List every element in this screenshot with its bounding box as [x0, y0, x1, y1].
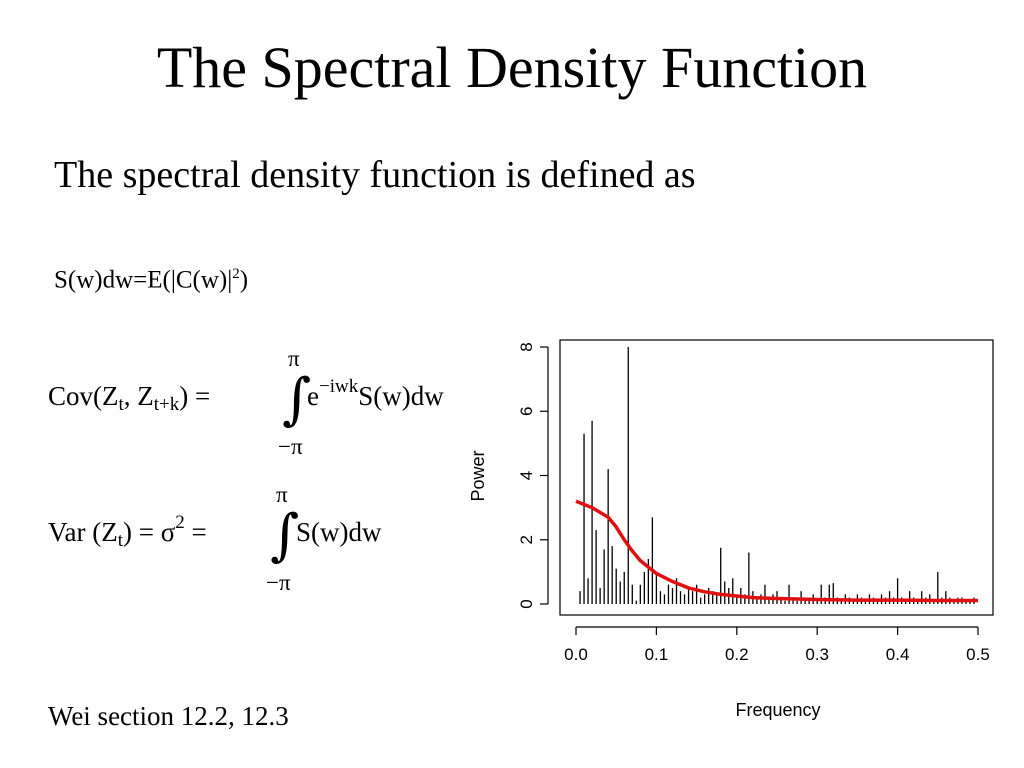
reference-text: Wei section 12.2, 12.3 [48, 701, 289, 731]
cov-exponent: −iwk [318, 376, 359, 397]
cov-lower-limit: −π [278, 434, 303, 459]
x-tick-label: 0.0 [564, 645, 588, 664]
definition-formula: S(w)dw=E(|C(w)|2) [54, 258, 248, 296]
cov-tail: S(w)dw [358, 381, 444, 411]
cov-upper-limit: π [288, 346, 300, 371]
smoothed-spectrum-line [575, 499, 978, 603]
x-tick-label: 0.5 [966, 645, 990, 664]
var-sigma: ) = σ [123, 517, 176, 547]
cov-equals: ) = [179, 381, 211, 411]
intro-text: The spectral density function is defined… [54, 154, 696, 196]
y-tick-label: 4 [517, 471, 536, 480]
x-axis-label: Frequency [735, 700, 820, 720]
cov-separator: , Z [123, 381, 154, 411]
var-lhs: Var (Zt) = σ2 = [48, 512, 207, 552]
var-upper-limit: π [276, 482, 288, 507]
y-tick-label: 0 [517, 599, 536, 608]
plot-frame [559, 339, 994, 616]
chart-axes: 0.0 0.1 0.2 0.3 0.4 0.5 0 2 4 6 8 [517, 339, 994, 664]
var-lower-limit: −π [266, 570, 291, 595]
y-tick-label: 8 [517, 342, 536, 351]
x-tick-label: 0.3 [805, 645, 829, 664]
definition-exponent: 2 [232, 266, 240, 282]
cov-lhs-text: Cov(Z [48, 381, 119, 411]
cov-sub-tk: t+k [153, 394, 180, 415]
periodogram-chart: 0.0 0.1 0.2 0.3 0.4 0.5 0 2 4 6 8 Frequency Power [468, 339, 994, 720]
cov-integrand: e−iwkS(w)dw [307, 376, 444, 416]
var-sub-t: t [117, 530, 123, 551]
var-tail: S(w)dw [296, 517, 382, 547]
y-axis-label: Power [468, 450, 488, 501]
y-tick-label: 2 [517, 535, 536, 544]
y-tick-label: 6 [517, 407, 536, 416]
cov-exp-base: e [307, 381, 319, 411]
spike-series [579, 347, 975, 604]
var-lhs-text: Var (Z [48, 517, 118, 547]
x-tick-label: 0.1 [645, 645, 669, 664]
var-equals: = [184, 517, 207, 547]
var-integral-icon: ∫ [270, 503, 300, 568]
definition-close: ) [239, 266, 249, 294]
definition-text: S(w)dw=E(|C(w)| [54, 266, 233, 294]
cov-lhs: Cov(Zt, Zt+k) = [48, 380, 210, 416]
x-tick-label: 0.2 [725, 645, 749, 664]
x-tick-label: 0.4 [886, 645, 910, 664]
cov-integral-icon: ∫ [282, 367, 312, 432]
cov-sub-t: t [118, 394, 124, 415]
var-exponent: 2 [175, 512, 185, 533]
slide-title: The Spectral Density Function [156, 35, 868, 100]
